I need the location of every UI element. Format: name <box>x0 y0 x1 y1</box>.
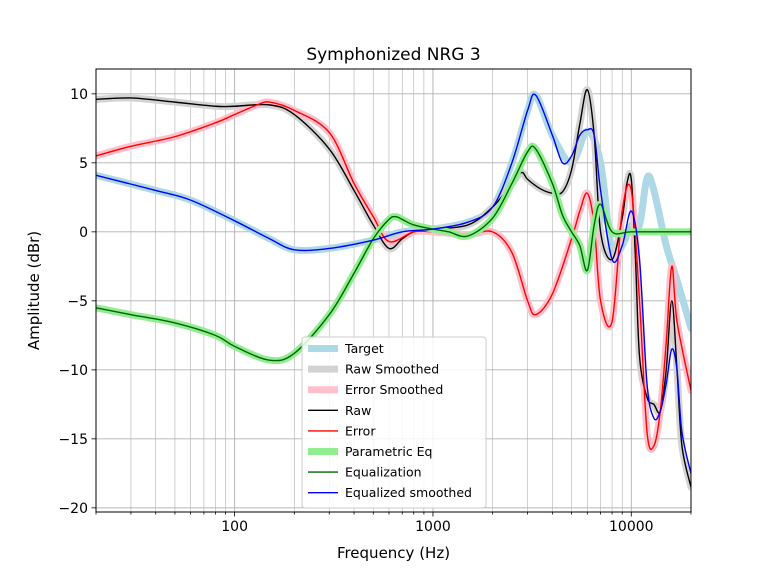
series-line-error <box>96 101 691 450</box>
series-line-equalized-smoothed <box>96 93 691 475</box>
legend-label-equalization: Equalization <box>345 465 422 480</box>
plot-area <box>96 86 691 491</box>
y-tick-label: 5 <box>79 156 88 172</box>
y-tick-label: 0 <box>79 225 88 241</box>
y-tick-label: −5 <box>67 294 88 310</box>
y-tick-label: −15 <box>58 432 88 448</box>
y-tick-label: −10 <box>58 363 88 379</box>
plot-frame <box>95 68 692 513</box>
x-tick-label: 100 <box>221 519 248 535</box>
legend-label-error-smoothed: Error Smoothed <box>345 382 443 397</box>
legend-label-equalized-smoothed: Equalized smoothed <box>345 485 472 500</box>
legend-label-raw-smoothed: Raw Smoothed <box>345 362 439 377</box>
legend-label-target: Target <box>344 341 384 356</box>
legend-label-raw: Raw <box>345 403 371 418</box>
legend-label-parametric-eq: Parametric Eq <box>345 444 433 459</box>
series-line-equalization <box>96 145 691 362</box>
chart-title: Symphonized NRG 3 <box>306 45 480 65</box>
x-tick-label: 10000 <box>609 519 654 535</box>
y-tick-label: −20 <box>58 501 88 517</box>
y-tick-label: 10 <box>70 87 88 103</box>
x-axis: 100 1000 10000 <box>95 512 692 535</box>
legend-label-error: Error <box>345 423 376 438</box>
legend-box <box>301 336 487 509</box>
y-axis-label: Amplitude (dBr) <box>25 231 43 350</box>
y-axis: −20 −15 −10 −5 0 5 10 <box>58 87 96 517</box>
x-axis-label: Frequency (Hz) <box>337 544 450 562</box>
legend: Target Raw Smoothed Error Smoothed Raw Error… <box>301 336 487 509</box>
x-tick-label: 1000 <box>415 519 451 535</box>
